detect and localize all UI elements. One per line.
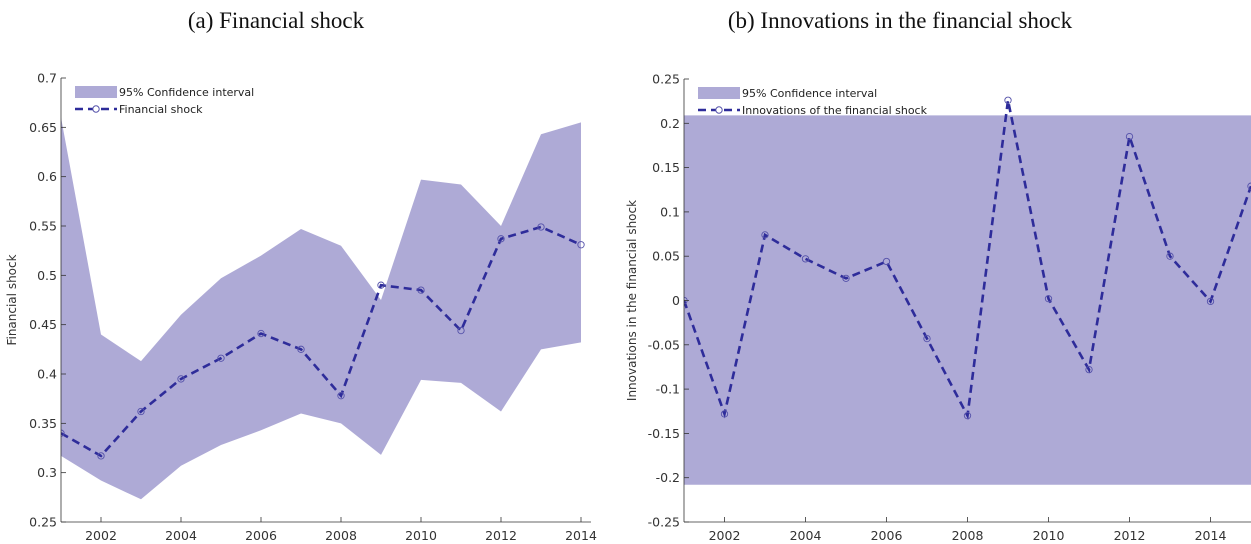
y-tick-label: -0.05 bbox=[648, 337, 680, 352]
legend-swatch bbox=[75, 86, 117, 98]
y-tick-label: 0.5 bbox=[37, 268, 57, 283]
data-point bbox=[297, 345, 305, 353]
x-tick-label: 2006 bbox=[871, 528, 903, 543]
y-tick-label: 0 bbox=[672, 293, 680, 308]
confidence-band bbox=[61, 117, 581, 500]
x-tick-label: 2008 bbox=[325, 528, 357, 543]
y-axis-label: Financial shock bbox=[5, 254, 19, 345]
legend-marker bbox=[715, 106, 723, 114]
data-point bbox=[761, 231, 769, 239]
x-tick-label: 2006 bbox=[245, 528, 277, 543]
data-point bbox=[1206, 297, 1215, 306]
y-tick-label: 0.65 bbox=[29, 120, 57, 135]
data-point bbox=[801, 255, 810, 263]
x-tick-label: 2002 bbox=[85, 528, 117, 543]
x-tick-label: 2008 bbox=[952, 528, 984, 543]
x-tick-label: 2010 bbox=[1033, 528, 1065, 543]
y-tick-label: -0.2 bbox=[656, 470, 680, 485]
data-point bbox=[417, 286, 425, 294]
data-point bbox=[1125, 132, 1134, 141]
data-point bbox=[1004, 96, 1012, 104]
y-tick-label: 0.45 bbox=[29, 317, 57, 332]
y-axis-label: Innovations in the financial shock bbox=[625, 200, 639, 401]
data-point bbox=[1247, 182, 1251, 190]
y-tick-label: 0.3 bbox=[37, 465, 57, 480]
y-tick-label: 0.7 bbox=[37, 71, 57, 86]
data-point bbox=[537, 223, 545, 231]
plot-area bbox=[61, 117, 585, 500]
data-point bbox=[1044, 295, 1053, 303]
data-point bbox=[497, 235, 505, 243]
data-point bbox=[97, 452, 105, 460]
data-point bbox=[217, 354, 225, 362]
data-point bbox=[377, 281, 385, 289]
x-tick-label: 2010 bbox=[405, 528, 437, 543]
x-tick-label: 2014 bbox=[1195, 528, 1227, 543]
y-tick-label: 0.1 bbox=[660, 204, 680, 219]
y-tick-label: 0.55 bbox=[29, 219, 57, 234]
legend-label: 95% Confidence interval bbox=[119, 86, 254, 99]
y-tick-label: -0.1 bbox=[656, 382, 680, 397]
chart-title: (a) Financial shock bbox=[188, 8, 365, 33]
series-line bbox=[61, 225, 582, 458]
x-tick-label: 2004 bbox=[790, 528, 822, 543]
y-tick-label: 0.4 bbox=[37, 367, 57, 382]
data-point bbox=[923, 334, 931, 343]
y-tick-label: 0.2 bbox=[660, 116, 680, 131]
y-tick-label: 0.25 bbox=[652, 72, 680, 87]
data-point bbox=[842, 274, 850, 282]
x-tick-label: 2014 bbox=[565, 528, 597, 543]
y-tick-label: 0.15 bbox=[652, 160, 680, 175]
legend-label: 95% Confidence interval bbox=[742, 87, 877, 100]
x-tick-label: 2012 bbox=[485, 528, 517, 543]
plot-area bbox=[684, 96, 1251, 485]
data-point bbox=[963, 412, 972, 420]
x-tick-label: 2012 bbox=[1114, 528, 1146, 543]
legend-label: Financial shock bbox=[119, 103, 203, 116]
legend-label: Innovations of the financial shock bbox=[742, 104, 928, 117]
data-point bbox=[137, 407, 145, 416]
legend-swatch bbox=[698, 87, 740, 99]
x-tick-label: 2002 bbox=[709, 528, 741, 543]
data-point bbox=[1085, 365, 1093, 374]
chart-title: (b) Innovations in the financial shock bbox=[728, 8, 1073, 33]
data-point bbox=[257, 329, 265, 338]
x-tick-label: 2004 bbox=[165, 528, 197, 543]
y-tick-label: -0.25 bbox=[648, 515, 680, 530]
data-point bbox=[577, 241, 585, 249]
y-tick-label: 0.25 bbox=[29, 515, 57, 530]
data-point bbox=[720, 410, 729, 418]
y-tick-label: -0.15 bbox=[648, 426, 680, 441]
data-point bbox=[177, 375, 185, 383]
legend-marker bbox=[92, 105, 100, 113]
data-point bbox=[61, 429, 65, 437]
data-point bbox=[1166, 252, 1174, 260]
data-point bbox=[337, 392, 345, 400]
data-point bbox=[457, 326, 465, 335]
confidence-band bbox=[684, 115, 1251, 485]
data-point bbox=[882, 257, 891, 266]
series-line bbox=[684, 100, 1251, 420]
y-tick-label: 0.35 bbox=[29, 416, 57, 431]
y-tick-label: 0.6 bbox=[37, 169, 57, 184]
y-tick-label: 0.05 bbox=[652, 249, 680, 264]
